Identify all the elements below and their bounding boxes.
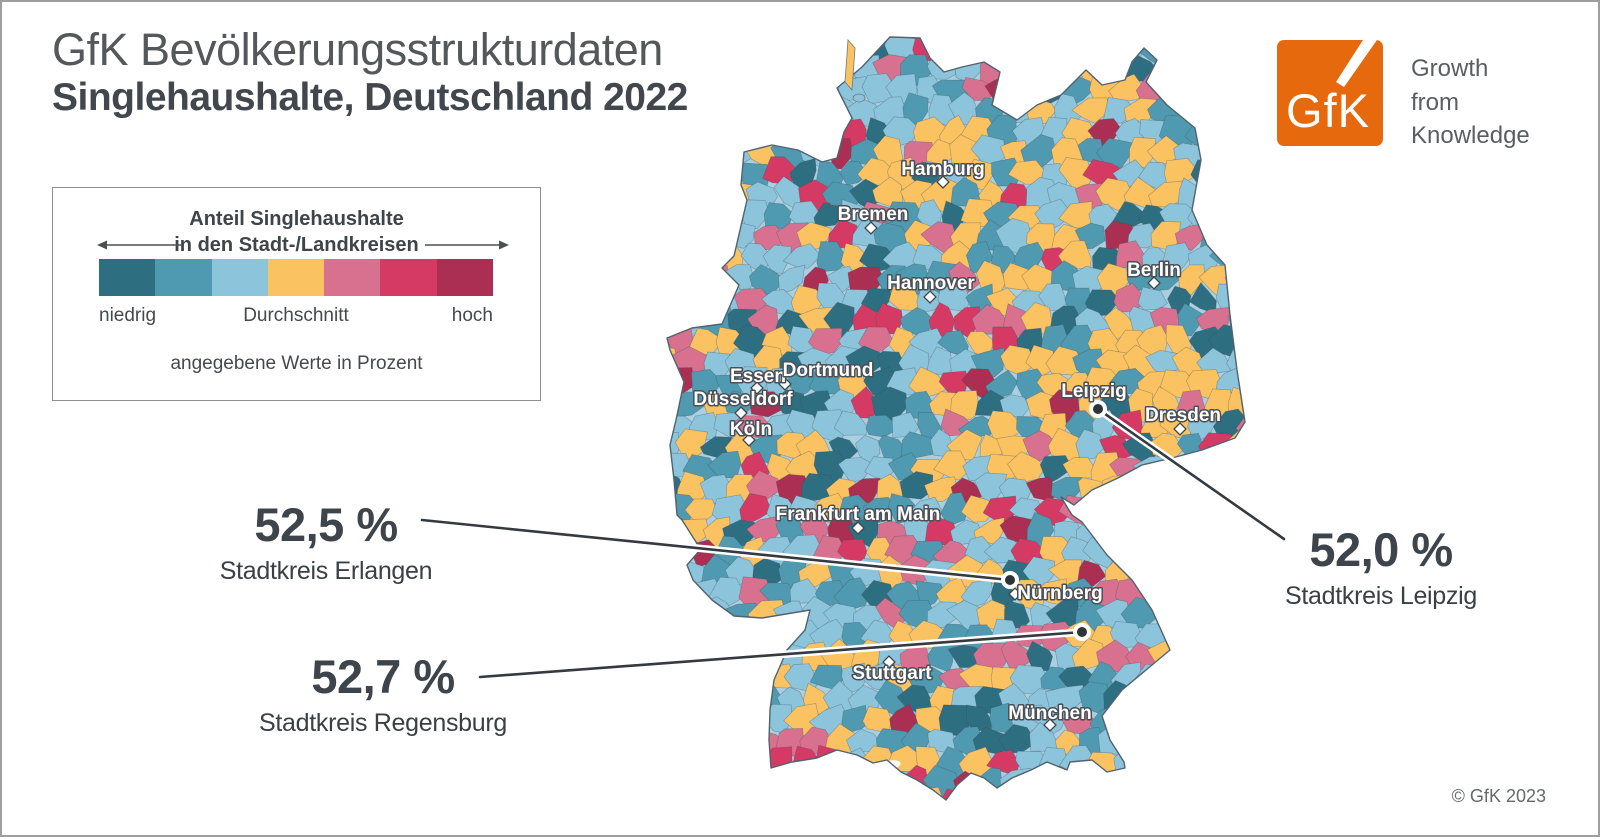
callout-leipzig-value: 52,0 % — [1309, 523, 1453, 576]
island-sylt — [844, 39, 856, 91]
legend-swatch-5 — [380, 259, 437, 296]
legend-swatch-3 — [267, 259, 325, 296]
city-label-hamburg: Hamburg — [901, 159, 984, 180]
island-foehr — [852, 93, 866, 103]
city-marker-hamburg — [936, 175, 950, 189]
city-marker-essen — [750, 381, 764, 395]
callout-lines — [418, 405, 1288, 681]
city-marker-koeln — [742, 433, 756, 447]
legend-label-high: hoch — [451, 305, 493, 326]
legend-swatch-1 — [155, 259, 212, 296]
city-labels: Hamburg Bremen Berlin Hannover EssenDortmund… — [692, 158, 1223, 726]
city-label-dresden: Dresden — [1145, 405, 1221, 426]
city-marker-berlin — [1147, 276, 1161, 290]
callout-erlangen-value: 52,5 % — [254, 498, 398, 551]
city-marker-duesseldorf — [734, 406, 748, 420]
copyright: © GfK 2023 — [1451, 786, 1546, 806]
callout-dot-stadtkreis-regensburg — [1073, 623, 1091, 641]
legend-swatch-6 — [436, 259, 493, 296]
legend-label-low: niedrig — [99, 305, 157, 326]
city-label-hannover: Hannover — [887, 273, 975, 294]
legend-note: angegebene Werte in Prozent — [170, 353, 423, 374]
arrow-right-icon — [425, 240, 509, 250]
callout-dot-stadtkreis-leipzig — [1089, 400, 1107, 418]
callout-leipzig: 52,0 % Stadtkreis Leipzig — [1285, 525, 1477, 611]
callout-dot-stadtkreis-erlangen — [1001, 571, 1019, 589]
legend-title: Anteil Singlehaushalte in den Stadt-/Lan… — [53, 206, 540, 258]
city-label-frankfurt-am-main: Frankfurt am Main — [776, 504, 941, 525]
city-marker-nuernberg — [1008, 587, 1022, 601]
page-subtitle: Singlehaushalte, Deutschland 2022 — [52, 75, 688, 119]
legend-swatch-0 — [99, 259, 156, 296]
gfk-logo-icon: GfK — [1277, 40, 1383, 146]
page-title: GfK Bevölkerungsstrukturdaten — [52, 24, 663, 75]
city-marker-dresden — [1173, 422, 1187, 436]
legend-swatch-2 — [211, 259, 268, 296]
city-marker-frankfurt-am-main — [851, 521, 865, 535]
legend-box: Anteil Singlehaushalte in den Stadt-/Lan… — [52, 187, 541, 401]
legend-swatch-4 — [324, 259, 381, 296]
callout-leipzig-label: Stadtkreis Leipzig — [1285, 582, 1477, 611]
city-label-muenchen: München — [1008, 703, 1091, 724]
callout-erlangen-label: Stadtkreis Erlangen — [219, 557, 433, 586]
city-label-berlin: Berlin — [1127, 260, 1181, 281]
callout-regensburg: 52,7 % Stadtkreis Regensburg — [259, 652, 507, 738]
city-label-koeln: Köln — [730, 419, 772, 440]
callout-regensburg-label: Stadtkreis Regensburg — [258, 709, 508, 738]
legend-label-mid: Durchschnitt — [243, 305, 349, 326]
city-label-essen: Essen — [730, 366, 786, 387]
logo-tagline: Growth from Knowledge — [1411, 55, 1530, 150]
city-marker-dortmund — [778, 377, 792, 391]
arrow-left-icon — [97, 240, 181, 250]
header: GfK Bevölkerungsstrukturdaten Singlehaus… — [52, 24, 688, 121]
logo-slash-icon — [1336, 40, 1377, 87]
legend-title-line1: Anteil Singlehaushalte — [189, 208, 404, 230]
city-label-duesseldorf: Düsseldorf — [693, 389, 793, 410]
city-label-leipzig: Leipzig — [1061, 381, 1126, 402]
germany-outline — [666, 36, 1246, 801]
callout-erlangen: 52,5 % Stadtkreis Erlangen — [219, 498, 433, 586]
city-label-nuernberg: Nürnberg — [1017, 583, 1103, 604]
legend-title-line2: in den Stadt-/Landkreisen — [174, 234, 419, 256]
city-marker-bremen — [864, 221, 878, 235]
city-markers — [734, 175, 1187, 732]
city-marker-hannover — [923, 290, 937, 304]
city-marker-muenchen — [1043, 718, 1057, 732]
city-label-dortmund: Dortmund — [783, 360, 874, 381]
logo-text: GfK — [1286, 84, 1370, 137]
callout-regensburg-value: 52,7 % — [311, 650, 455, 703]
city-label-bremen: Bremen — [838, 204, 909, 225]
legend-color-scale — [99, 259, 493, 296]
city-marker-stuttgart — [882, 655, 896, 669]
gfk-logo: GfK Growth from Knowledge — [1277, 40, 1530, 153]
city-label-stuttgart: Stuttgart — [852, 663, 932, 684]
